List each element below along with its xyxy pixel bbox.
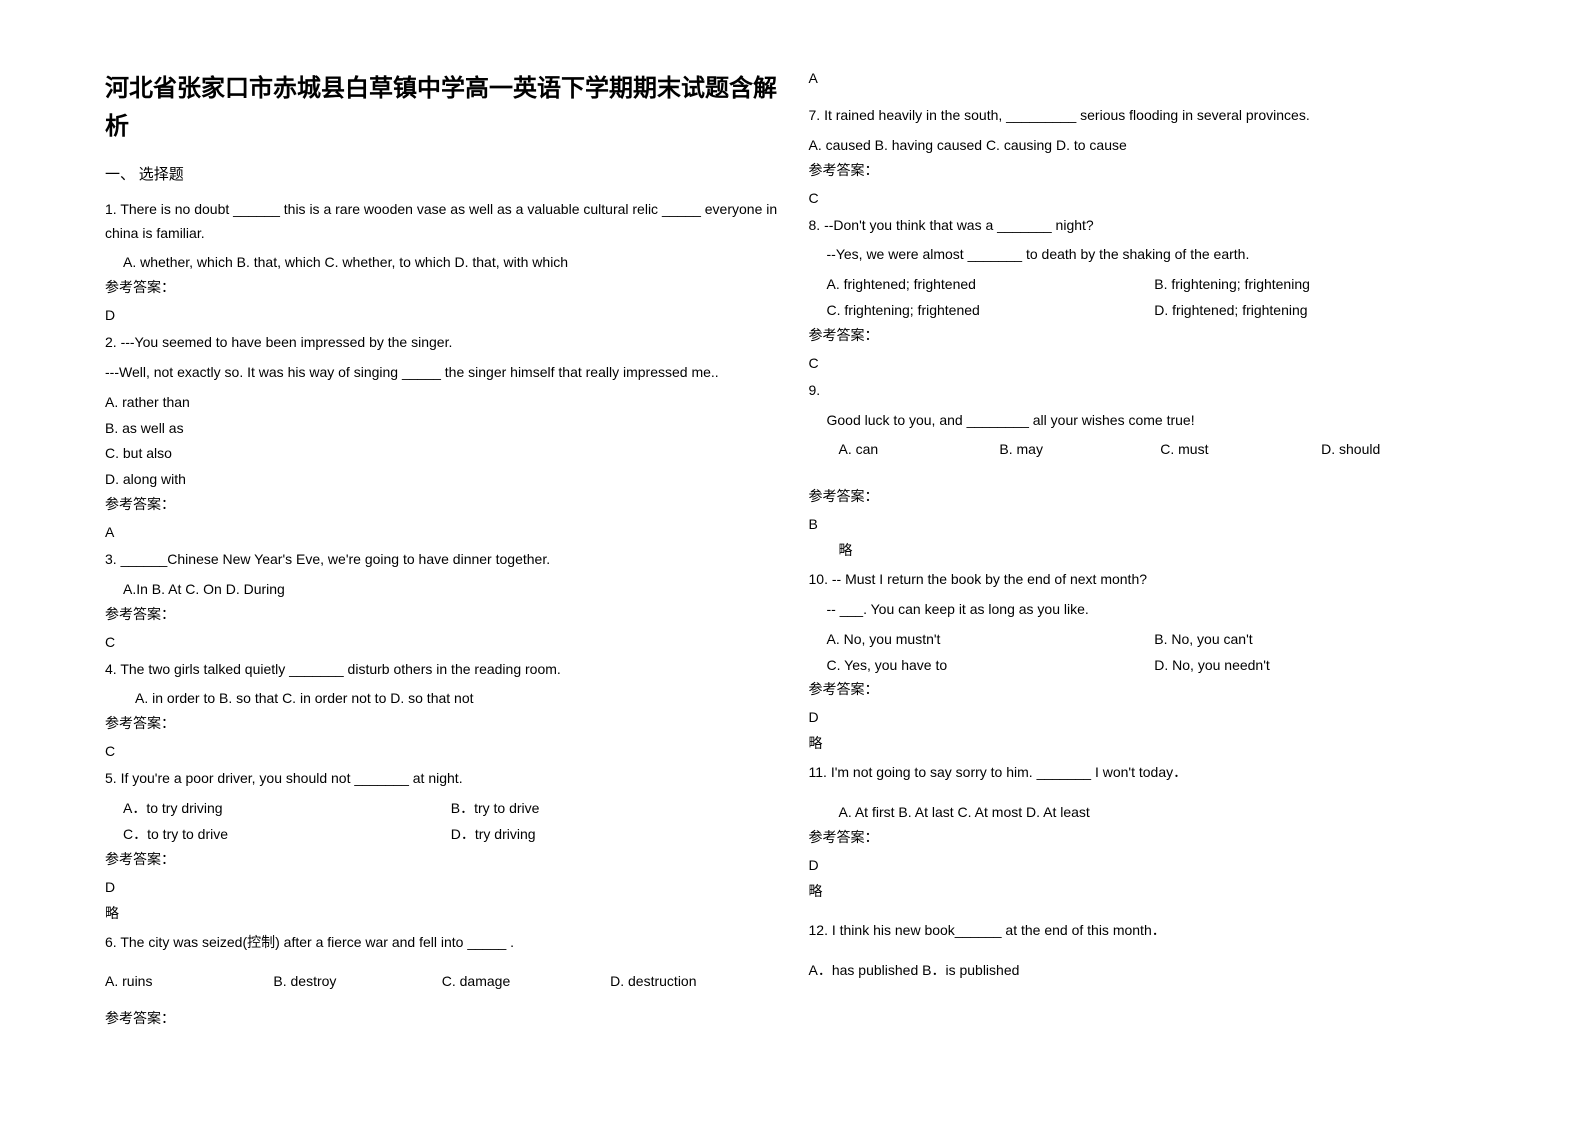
q7-opts: A. caused B. having caused C. causing D.… — [809, 134, 1483, 158]
q6-a: A. ruins — [105, 970, 273, 994]
q5-brief: 略 — [105, 903, 779, 923]
q10-ab: A. No, you mustn't B. No, you can't — [809, 628, 1483, 652]
doc-title: 河北省张家口市赤城县白草镇中学高一英语下学期期末试题含解析 — [105, 70, 779, 147]
q2-l1: 2. ---You seemed to have been impressed … — [105, 331, 779, 355]
q7-ans: C — [809, 190, 1483, 206]
q5-b: B．try to drive — [451, 797, 540, 821]
q6-c: C. damage — [442, 970, 610, 994]
left-column: 河北省张家口市赤城县白草镇中学高一英语下学期期末试题含解析 一、 选择题 1. … — [90, 70, 794, 1082]
q1-text: 1. There is no doubt ______ this is a ra… — [105, 198, 779, 246]
q4-text: 4. The two girls talked quietly _______ … — [105, 658, 779, 682]
section-header: 一、 选择题 — [105, 163, 779, 184]
q7-text: 7. It rained heavily in the south, _____… — [809, 104, 1483, 128]
q6-b: B. destroy — [273, 970, 441, 994]
q6-text: 6. The city was seized(控制) after a fierc… — [105, 931, 779, 955]
q5-ans: D — [105, 879, 779, 895]
answer-label: 参考答案： — [105, 713, 779, 733]
q10-a: A. No, you mustn't — [827, 628, 1155, 652]
right-column: A 7. It rained heavily in the south, ___… — [794, 70, 1498, 1082]
q6-ans: A — [809, 70, 1483, 86]
q9-num: 9. — [809, 379, 1483, 403]
q2-b: B. as well as — [105, 417, 779, 441]
q4-opts: A. in order to B. so that C. in order no… — [105, 687, 779, 711]
q2-d: D. along with — [105, 468, 779, 492]
q10-l1: 10. -- Must I return the book by the end… — [809, 568, 1483, 592]
q12-opts: A．has published B．is published — [809, 959, 1483, 983]
q3-ans: C — [105, 634, 779, 650]
q3-text: 3. ______Chinese New Year's Eve, we're g… — [105, 548, 779, 572]
q6-d: D. destruction — [610, 970, 778, 994]
answer-label: 参考答案： — [105, 604, 779, 624]
q8-d: D. frightened; frightening — [1154, 299, 1307, 323]
q10-b: B. No, you can't — [1154, 628, 1252, 652]
answer-label: 参考答案： — [105, 494, 779, 514]
q8-l2: --Yes, we were almost _______ to death b… — [809, 243, 1483, 267]
q3-opts: A.In B. At C. On D. During — [105, 578, 779, 602]
q11-opts: A. At first B. At last C. At most D. At … — [809, 801, 1483, 825]
q8-a: A. frightened; frightened — [827, 273, 1155, 297]
answer-label: 参考答案： — [809, 679, 1483, 699]
q10-c: C. Yes, you have to — [827, 654, 1155, 678]
answer-label: 参考答案： — [809, 827, 1483, 847]
q9-text: Good luck to you, and ________ all your … — [809, 409, 1483, 433]
q8-cd: C. frightening; frightened D. frightened… — [809, 299, 1483, 323]
q5-d: D．try driving — [451, 823, 536, 847]
q5-ab: A．to try driving B．try to drive — [105, 797, 779, 821]
q2-l2: ---Well, not exactly so. It was his way … — [105, 361, 779, 385]
q11-brief: 略 — [809, 881, 1483, 901]
q5-a: A．to try driving — [123, 797, 451, 821]
q8-b: B. frightening; frightening — [1154, 273, 1310, 297]
q8-ans: C — [809, 355, 1483, 371]
q5-cd: C．to try to drive D．try driving — [105, 823, 779, 847]
q2-ans: A — [105, 524, 779, 540]
q9-b: B. may — [999, 438, 1160, 462]
q10-d: D. No, you needn't — [1154, 654, 1270, 678]
q9-c: C. must — [1160, 438, 1321, 462]
q5-text: 5. If you're a poor driver, you should n… — [105, 767, 779, 791]
q2-a: A. rather than — [105, 391, 779, 415]
answer-label: 参考答案： — [105, 277, 779, 297]
q4-ans: C — [105, 743, 779, 759]
q10-l2: -- ___. You can keep it as long as you l… — [809, 598, 1483, 622]
q11-ans: D — [809, 857, 1483, 873]
answer-label: 参考答案： — [105, 849, 779, 869]
q11-text: 11. I'm not going to say sorry to him. _… — [809, 761, 1483, 785]
q8-ab: A. frightened; frightened B. frightening… — [809, 273, 1483, 297]
q10-ans: D — [809, 709, 1483, 725]
q6-opts: A. ruins B. destroy C. damage D. destruc… — [105, 970, 779, 994]
q1-opts: A. whether, which B. that, which C. whet… — [105, 251, 779, 275]
q9-ans: B — [809, 516, 1483, 532]
answer-label: 参考答案： — [809, 160, 1483, 180]
q12-text: 12. I think his new book______ at the en… — [809, 919, 1483, 943]
q1-ans: D — [105, 307, 779, 323]
q9-opts: A. can B. may C. must D. should — [809, 438, 1483, 462]
answer-label: 参考答案： — [809, 325, 1483, 345]
q8-l1: 8. --Don't you think that was a _______ … — [809, 214, 1483, 238]
q8-c: C. frightening; frightened — [827, 299, 1155, 323]
q9-a: A. can — [839, 438, 1000, 462]
q10-cd: C. Yes, you have to D. No, you needn't — [809, 654, 1483, 678]
q10-brief: 略 — [809, 733, 1483, 753]
q5-c: C．to try to drive — [123, 823, 451, 847]
q2-c: C. but also — [105, 442, 779, 466]
q9-d: D. should — [1321, 438, 1482, 462]
q9-brief: 略 — [809, 540, 1483, 560]
answer-label: 参考答案： — [105, 1008, 779, 1028]
answer-label: 参考答案： — [809, 486, 1483, 506]
